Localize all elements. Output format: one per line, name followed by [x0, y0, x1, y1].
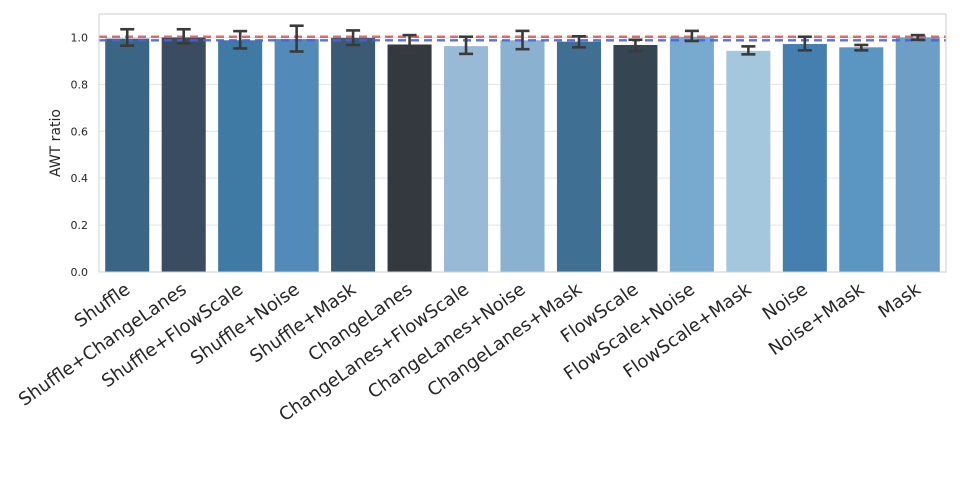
y-tick-label: 0.4 — [71, 172, 89, 185]
y-tick-label: 1.0 — [71, 31, 89, 44]
y-tick-label: 0.6 — [71, 125, 89, 138]
x-tick-label: Noise+Mask — [765, 279, 869, 360]
bar — [161, 37, 206, 272]
error-bar — [515, 29, 530, 51]
error-bar — [684, 29, 699, 43]
bar — [274, 39, 319, 273]
error-bar — [854, 43, 869, 52]
error-bar — [402, 33, 417, 55]
bar — [500, 40, 545, 273]
x-tick-label: Mask — [875, 279, 925, 323]
bar — [218, 40, 263, 273]
bar — [895, 37, 940, 272]
y-tick-labels: 0.0 0.2 0.4 0.6 0.8 1.0 — [71, 31, 89, 279]
bar — [669, 36, 714, 272]
error-bar — [797, 35, 812, 52]
error-bar — [910, 33, 925, 42]
bar — [782, 44, 827, 272]
y-tick-label: 0.8 — [71, 78, 89, 91]
error-bar — [289, 24, 304, 53]
bar — [839, 47, 884, 273]
error-bar — [233, 29, 248, 50]
error-bar — [628, 38, 643, 53]
bar — [444, 46, 489, 273]
bars — [105, 36, 940, 273]
bar — [387, 44, 432, 273]
y-tick-label: 0.2 — [71, 219, 89, 232]
bar — [726, 50, 771, 272]
error-bar — [346, 29, 361, 47]
y-axis-label: AWT ratio — [48, 109, 64, 177]
error-bar — [741, 45, 756, 56]
error-bar — [176, 27, 191, 45]
x-tick-labels: ShuffleShuffle+ChangeLanesShuffle+FlowSc… — [15, 279, 925, 426]
bar — [556, 41, 601, 273]
bar — [331, 37, 376, 272]
error-bar — [459, 35, 474, 56]
plot-frame — [98, 13, 947, 273]
y-tick-label: 0.0 — [71, 266, 89, 279]
error-bar — [120, 27, 135, 47]
error-bars — [120, 24, 925, 56]
error-bar — [571, 34, 586, 49]
bar — [613, 44, 658, 273]
bar — [105, 38, 150, 272]
